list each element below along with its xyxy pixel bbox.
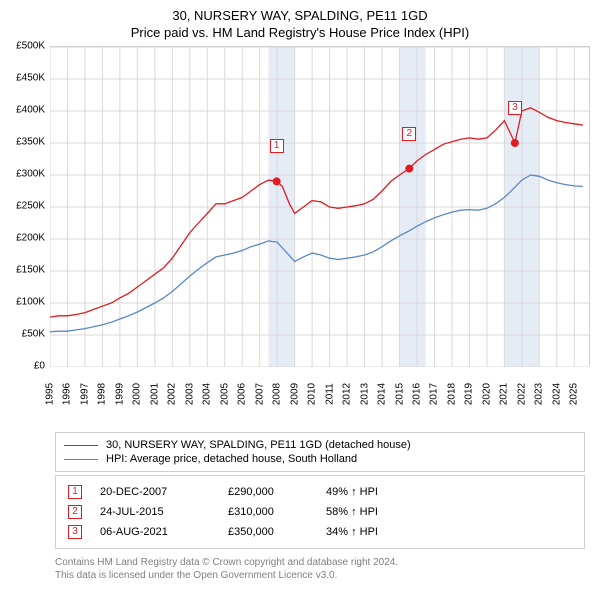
x-tick-label: 2013 [359, 383, 370, 405]
x-tick-label: 2011 [324, 383, 335, 405]
legend-label: 30, NURSERY WAY, SPALDING, PE11 1GD (det… [106, 439, 411, 451]
x-tick-label: 2006 [237, 383, 248, 405]
sale-marker-dot [405, 165, 413, 173]
x-tick-label: 2009 [289, 383, 300, 405]
x-tick-label: 2001 [149, 383, 160, 405]
x-tick-label: 2010 [307, 383, 318, 405]
chart-title: 30, NURSERY WAY, SPALDING, PE11 1GD [0, 0, 600, 23]
sale-vs-hpi: 49% ↑ HPI [326, 486, 378, 498]
y-tick-label: £250K [16, 201, 45, 212]
y-tick-label: £200K [16, 233, 45, 244]
sale-price: £310,000 [228, 506, 308, 518]
x-tick-label: 2024 [551, 383, 562, 405]
y-tick-label: £300K [16, 169, 45, 180]
chart-subtitle: Price paid vs. HM Land Registry's House … [0, 23, 600, 46]
sale-date: 24-JUL-2015 [100, 506, 210, 518]
sale-index-box: 1 [68, 485, 82, 499]
x-tick-label: 2008 [272, 383, 283, 405]
y-tick-label: £350K [16, 137, 45, 148]
sale-marker-dot [511, 139, 519, 147]
y-tick-label: £50K [22, 329, 45, 340]
sales-table: 1 20-DEC-2007 £290,000 49% ↑ HPI 2 24-JUL-201… [55, 475, 585, 549]
sale-marker-box: 1 [270, 139, 284, 153]
x-tick-label: 1996 [62, 383, 73, 405]
legend-label: HPI: Average price, detached house, Sout… [106, 453, 357, 465]
sale-marker-dot [273, 177, 281, 185]
series-line [50, 108, 583, 317]
legend-item: 30, NURSERY WAY, SPALDING, PE11 1GD (det… [64, 438, 576, 452]
y-tick-label: £450K [16, 73, 45, 84]
x-tick-label: 2025 [569, 383, 580, 405]
legend-swatch [64, 459, 98, 460]
legend-swatch [64, 445, 98, 446]
y-tick-label: £500K [16, 41, 45, 52]
footer: Contains HM Land Registry data © Crown c… [55, 556, 585, 582]
sale-row: 1 20-DEC-2007 £290,000 49% ↑ HPI [64, 482, 576, 502]
x-tick-label: 1997 [79, 383, 90, 405]
x-axis: 1995199619971998199920002001200220032004… [50, 366, 590, 426]
x-tick-label: 2005 [219, 383, 230, 405]
sale-row: 2 24-JUL-2015 £310,000 58% ↑ HPI [64, 502, 576, 522]
sale-index-box: 2 [68, 505, 82, 519]
sale-date: 20-DEC-2007 [100, 486, 210, 498]
sale-index-box: 3 [68, 525, 82, 539]
series-line [50, 175, 583, 332]
y-tick-label: £400K [16, 105, 45, 116]
y-axis: £0£50K£100K£150K£200K£250K£300K£350K£400… [0, 46, 50, 366]
sale-vs-hpi: 58% ↑ HPI [326, 506, 378, 518]
x-tick-label: 2019 [464, 383, 475, 405]
sale-date: 06-AUG-2021 [100, 526, 210, 538]
legend: 30, NURSERY WAY, SPALDING, PE11 1GD (det… [55, 432, 585, 472]
x-tick-label: 2007 [254, 383, 265, 405]
x-tick-label: 2018 [446, 383, 457, 405]
x-tick-label: 1999 [114, 383, 125, 405]
x-tick-label: 1998 [97, 383, 108, 405]
sale-vs-hpi: 34% ↑ HPI [326, 526, 378, 538]
x-tick-label: 2002 [167, 383, 178, 405]
y-tick-label: £100K [16, 297, 45, 308]
x-tick-label: 1995 [45, 383, 56, 405]
sale-price: £350,000 [228, 526, 308, 538]
chart-area: £0 £50K £100K £150K £200K £250K £300K £350K £400… [0, 46, 600, 426]
y-tick-label: £0 [34, 361, 45, 372]
x-tick-label: 2020 [481, 383, 492, 405]
footer-line-2: This data is licensed under the Open Gov… [55, 569, 585, 582]
plot-area: 1 2 3 [50, 46, 590, 366]
sale-marker-box: 2 [402, 127, 416, 141]
x-tick-label: 2017 [429, 383, 440, 405]
x-tick-label: 2022 [516, 383, 527, 405]
sale-row: 3 06-AUG-2021 £350,000 34% ↑ HPI [64, 522, 576, 542]
x-tick-label: 2021 [499, 383, 510, 405]
x-tick-label: 2014 [377, 383, 388, 405]
x-tick-label: 2016 [411, 383, 422, 405]
x-tick-label: 2003 [184, 383, 195, 405]
x-tick-label: 2012 [342, 383, 353, 405]
x-tick-label: 2015 [394, 383, 405, 405]
sale-marker-box: 3 [508, 101, 522, 115]
x-tick-label: 2000 [132, 383, 143, 405]
sale-price: £290,000 [228, 486, 308, 498]
y-tick-label: £150K [16, 265, 45, 276]
x-tick-label: 2023 [534, 383, 545, 405]
x-tick-label: 2004 [202, 383, 213, 405]
legend-item: HPI: Average price, detached house, Sout… [64, 452, 576, 466]
footer-line-1: Contains HM Land Registry data © Crown c… [55, 556, 585, 569]
